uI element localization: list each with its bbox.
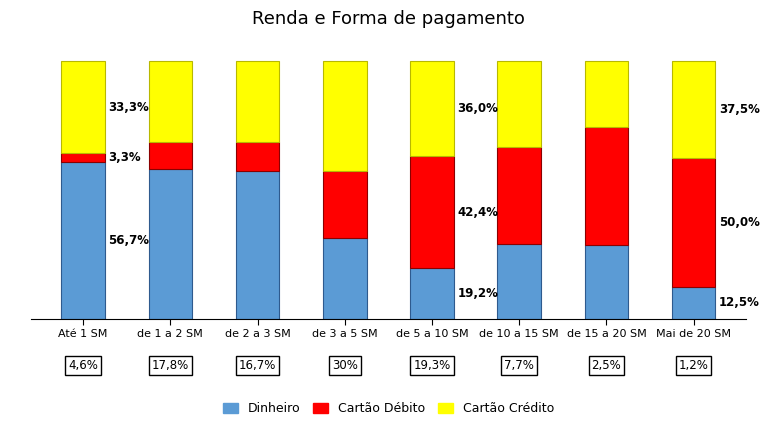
- Bar: [410, 61, 454, 156]
- Bar: [498, 244, 541, 319]
- Bar: [323, 238, 367, 319]
- Legend: Dinheiro, Cartão Débito, Cartão Crédito: Dinheiro, Cartão Débito, Cartão Crédito: [218, 397, 559, 420]
- Bar: [148, 61, 192, 142]
- Text: 36,0%: 36,0%: [458, 102, 498, 115]
- Text: 2,5%: 2,5%: [591, 359, 621, 372]
- Bar: [672, 287, 715, 319]
- Text: 16,7%: 16,7%: [239, 359, 276, 372]
- Text: 30%: 30%: [331, 359, 358, 372]
- Bar: [236, 142, 279, 171]
- Text: 17,8%: 17,8%: [151, 359, 189, 372]
- Bar: [62, 162, 105, 319]
- Bar: [236, 171, 279, 319]
- Bar: [148, 169, 192, 319]
- Bar: [62, 153, 105, 162]
- Text: 42,4%: 42,4%: [458, 206, 498, 219]
- Bar: [323, 171, 367, 238]
- Text: 19,2%: 19,2%: [458, 287, 498, 300]
- Bar: [62, 61, 105, 153]
- Text: 1,2%: 1,2%: [679, 359, 708, 372]
- Bar: [498, 147, 541, 244]
- Bar: [672, 158, 715, 287]
- Text: 33,3%: 33,3%: [108, 101, 149, 114]
- Bar: [410, 268, 454, 319]
- Bar: [584, 245, 628, 319]
- Title: Renda e Forma de pagamento: Renda e Forma de pagamento: [252, 10, 524, 28]
- Text: 12,5%: 12,5%: [719, 296, 760, 309]
- Text: 19,3%: 19,3%: [413, 359, 451, 372]
- Bar: [236, 61, 279, 142]
- Text: 4,6%: 4,6%: [68, 359, 98, 372]
- Text: 56,7%: 56,7%: [108, 234, 149, 247]
- Bar: [148, 142, 192, 169]
- Bar: [672, 61, 715, 158]
- Bar: [323, 61, 367, 171]
- Text: 50,0%: 50,0%: [719, 216, 760, 229]
- Bar: [410, 156, 454, 268]
- Bar: [498, 61, 541, 147]
- Bar: [584, 127, 628, 245]
- Bar: [584, 61, 628, 127]
- Text: 7,7%: 7,7%: [504, 359, 534, 372]
- Text: 37,5%: 37,5%: [719, 103, 760, 116]
- Text: 3,3%: 3,3%: [108, 151, 141, 164]
